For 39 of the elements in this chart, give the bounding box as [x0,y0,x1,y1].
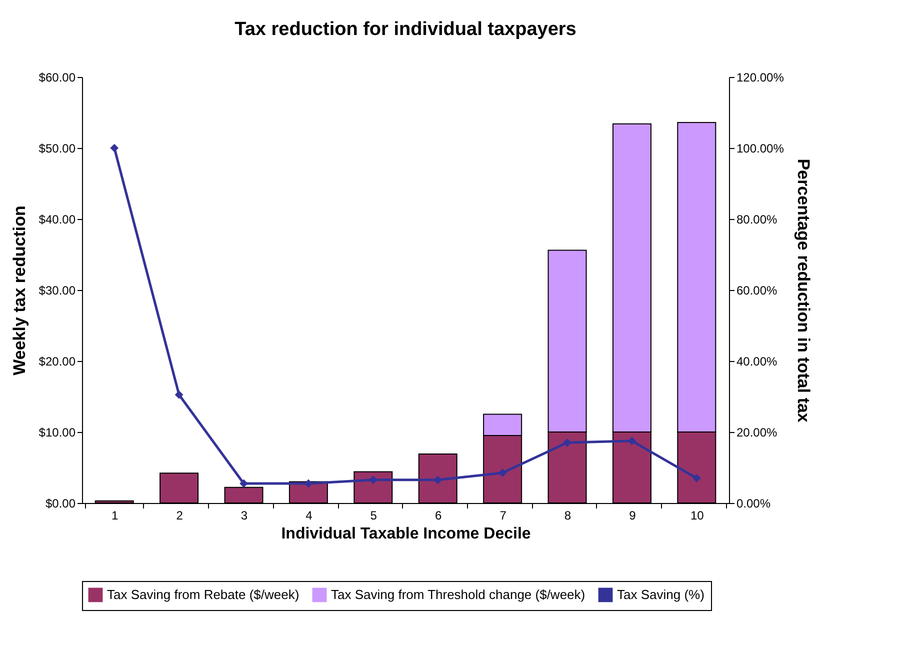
x-tick-label: 5 [370,508,378,522]
chart-title: Tax reduction for individual taxpayers [234,19,576,40]
y-tick-label: $40.00 [38,212,76,226]
point [434,476,442,484]
y-tick-label: $30.00 [38,284,76,298]
y2-tick-label: 20.00% [736,426,778,440]
legend-label: Tax Saving from Threshold change ($/week) [331,586,586,602]
x-tick-label: 6 [435,508,442,522]
y-tick-label: $10.00 [38,426,76,440]
y2-tick-label: 100.00% [736,142,784,156]
y-tick-label: $60.00 [38,70,76,84]
y2-tick-label: 80.00% [736,212,778,226]
point [498,468,507,478]
y2-axis-title: Percentage reduction in total tax [794,158,813,423]
x-axis-title: Individual Taxable Income Decile [281,526,531,542]
y-tick-label: $20.00 [38,354,76,368]
x-tick-label: 2 [176,508,184,522]
legend-label: Tax Saving from Rebate ($/week) [107,586,300,602]
point [563,438,572,447]
x-tick-label: 4 [306,508,313,522]
y2-tick-label: 0.00% [736,496,771,510]
point [240,479,248,488]
y-tick-label: $50.00 [38,142,76,156]
y2-tick-label: 120.00% [736,70,784,84]
y-tick-label: $0.00 [45,496,76,510]
y2-tick-label: 40.00% [736,354,778,368]
x-tick-label: 10 [690,508,704,522]
x-tick-label: 7 [500,508,507,522]
legend-label: Tax Saving (%) [617,586,704,602]
y-axis-title: Weekly tax reduction [10,206,29,376]
x-tick-label: 3 [240,508,248,522]
point [692,474,701,482]
x-tick-label: 9 [629,508,636,522]
point [174,390,184,399]
y2-tick-label: 60.00% [736,284,778,298]
point [110,144,119,152]
point [628,436,636,446]
x-tick-label: 1 [112,508,119,522]
x-tick-label: 8 [564,508,572,522]
